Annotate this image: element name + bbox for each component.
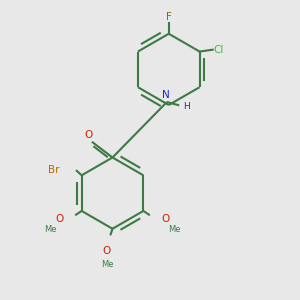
Text: O: O	[85, 130, 93, 140]
Text: F: F	[166, 12, 172, 22]
Text: O: O	[161, 214, 169, 224]
Text: Cl: Cl	[214, 45, 224, 55]
Text: H: H	[183, 102, 190, 111]
Text: O: O	[56, 214, 64, 224]
Text: O: O	[103, 246, 111, 256]
Text: Me: Me	[100, 260, 113, 269]
Text: N: N	[162, 91, 170, 100]
Text: Me: Me	[168, 225, 181, 234]
Text: Br: Br	[48, 165, 59, 176]
Text: Me: Me	[44, 225, 57, 234]
